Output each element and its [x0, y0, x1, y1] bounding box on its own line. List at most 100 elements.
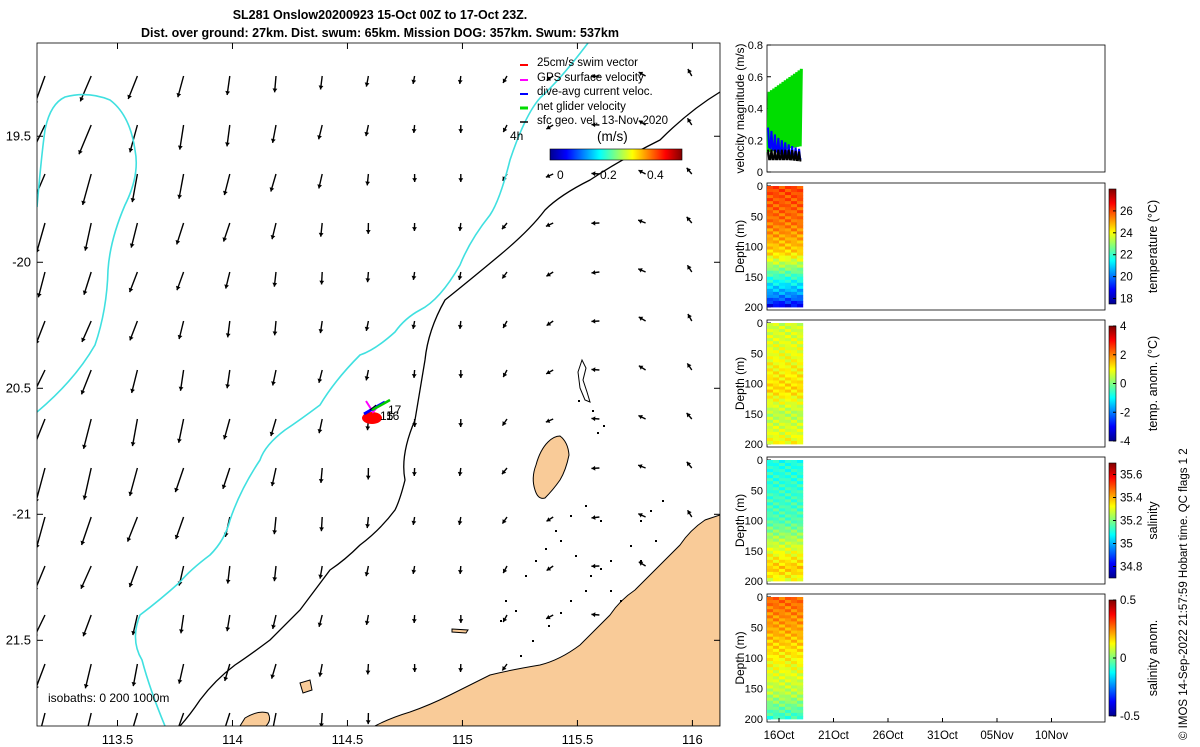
profile-cell: [779, 670, 786, 674]
profile-cell: [785, 240, 792, 244]
islet: [585, 590, 587, 592]
profile-cell: [779, 535, 786, 540]
profile-cell: [785, 219, 792, 223]
profile-cell: [767, 225, 774, 229]
panel-ytick-label: 0: [757, 455, 763, 467]
profile-cell: [797, 648, 804, 653]
profile-cell: [791, 297, 798, 302]
profile-cell: [791, 222, 798, 226]
profile-cell: [773, 472, 780, 476]
profile-cell: [773, 338, 780, 342]
profile-cell: [773, 550, 780, 555]
profile-cell: [773, 532, 780, 537]
velocity-arrow: [458, 663, 464, 673]
velocity-arrow: [591, 416, 600, 422]
velocity-arrow: [80, 369, 92, 395]
profile-cell: [767, 472, 774, 476]
profile-cell: [767, 568, 774, 573]
profile-cell: [779, 499, 786, 503]
profile-cell: [767, 651, 774, 656]
profile-cell: [767, 249, 774, 253]
profile-cell: [797, 520, 804, 524]
profile-cell: [779, 371, 786, 375]
profile-cell: [797, 347, 804, 351]
profile-cell: [791, 300, 798, 305]
velocity-arrow: [37, 222, 46, 254]
velocity-arrow: [37, 320, 46, 344]
profile-cell: [773, 380, 780, 384]
profile-cell: [773, 407, 780, 412]
profile-cell: [773, 559, 780, 564]
profile-cell: [797, 243, 804, 247]
profile-cell: [767, 243, 774, 247]
velocity-arrow: [271, 369, 277, 386]
velocity-arrow: [591, 220, 600, 226]
profile-cell: [767, 603, 774, 607]
profile-cell: [767, 329, 774, 333]
profile-cell: [797, 514, 804, 518]
profile-cell: [767, 597, 774, 601]
velocity-arrow: [37, 614, 46, 636]
profile-cell: [797, 715, 804, 720]
profile-cell: [785, 389, 792, 393]
velocity-arrow: [411, 516, 417, 526]
profile-cell: [791, 517, 798, 521]
profile-cell: [797, 636, 804, 641]
profile-cell: [797, 285, 804, 290]
profile-cell: [791, 422, 798, 427]
velocity-arrow: [174, 467, 185, 493]
profile-cell: [791, 703, 798, 708]
profile-cell: [767, 323, 774, 327]
profile-cell: [785, 691, 792, 695]
map-xtick-label: 115.5: [562, 732, 594, 747]
profile-cell: [785, 630, 792, 634]
profile-cell: [779, 264, 786, 269]
profile-cell: [779, 469, 786, 473]
chart-title-line2: Dist. over ground: 27km. Dist. swum: 65k…: [141, 26, 619, 40]
profile-cell: [791, 431, 798, 436]
profile-cell: [767, 466, 774, 470]
velocity-arrow: [130, 418, 139, 447]
profile-cell: [779, 380, 786, 384]
profile-cell: [773, 347, 780, 351]
profile-cell: [797, 475, 804, 479]
profile-cell: [773, 574, 780, 579]
profile-cell: [779, 300, 786, 305]
profile-cell: [767, 508, 774, 512]
profile-cell: [797, 508, 804, 512]
velocity-arrow: [131, 663, 139, 687]
profile-cell: [779, 559, 786, 564]
profile-cell: [791, 709, 798, 714]
velocity-arrow: [591, 563, 600, 569]
velocity-arrow: [591, 318, 600, 324]
profile-cell: [773, 609, 780, 613]
profile-cell: [779, 222, 786, 226]
timeseries-panels: velocity magnitude (m/s) 0 0.2 0.4 0.6 0.8 Dep…: [733, 40, 1160, 742]
profile-cell: [785, 201, 792, 205]
profile-cell: [791, 326, 798, 330]
profile-cell: [773, 706, 780, 711]
profile-cell: [785, 207, 792, 211]
panel-ytick-label: 0.6: [748, 72, 763, 84]
velocity-arrow: [317, 369, 323, 383]
profile-cell: [767, 300, 774, 305]
profile-cell: [779, 463, 786, 467]
velocity-arrow: [545, 173, 554, 178]
profile-cell: [797, 478, 804, 482]
profile-cell: [767, 502, 774, 506]
velocity-arrow: [365, 712, 371, 725]
profile-cell: [785, 216, 792, 220]
profile-cell: [797, 395, 804, 400]
velocity-arrow: [364, 369, 370, 381]
profile-cell: [791, 419, 798, 424]
profile-cell: [797, 472, 804, 476]
profile-cell: [785, 550, 792, 555]
profile-cell: [785, 341, 792, 345]
profile-cell: [773, 529, 780, 533]
velocity-arrow: [82, 614, 92, 637]
profile-cell: [773, 228, 780, 232]
profile-cell: [791, 466, 798, 470]
islet: [505, 600, 507, 602]
profile-cell: [791, 279, 798, 284]
velocity-arrow: [365, 271, 371, 283]
